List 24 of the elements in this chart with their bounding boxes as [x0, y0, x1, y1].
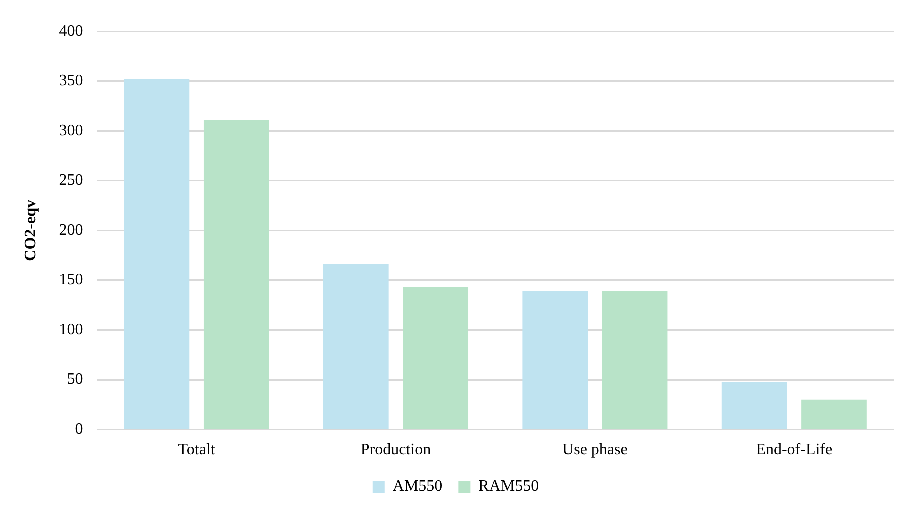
- bar: [124, 79, 190, 430]
- y-tick-label: 150: [59, 272, 84, 289]
- y-tick-label: 250: [59, 172, 84, 190]
- y-axis-title: CO2-eqv: [22, 200, 40, 262]
- bar: [204, 120, 270, 430]
- legend-label: RAM550: [478, 478, 540, 496]
- y-tick-label: 350: [59, 72, 84, 90]
- bar: [403, 287, 469, 430]
- y-tick-label: 400: [59, 22, 84, 40]
- bar: [522, 291, 588, 430]
- x-tick-label: Production: [360, 442, 432, 459]
- y-tick-label: 200: [59, 222, 84, 239]
- y-tick-label: 0: [75, 421, 84, 438]
- bar: [802, 400, 867, 430]
- y-tick-label: 50: [67, 371, 84, 388]
- x-tick-label: Use phase: [562, 442, 628, 459]
- y-tick-label: 100: [59, 321, 84, 338]
- x-tick-label: End-of-Life: [756, 442, 833, 459]
- bar: [722, 382, 788, 430]
- bar: [602, 291, 668, 430]
- y-tick-label: 300: [59, 122, 84, 140]
- legend-label: AM550: [392, 478, 443, 496]
- x-tick-label: Totalt: [178, 442, 216, 459]
- bar: [323, 264, 389, 430]
